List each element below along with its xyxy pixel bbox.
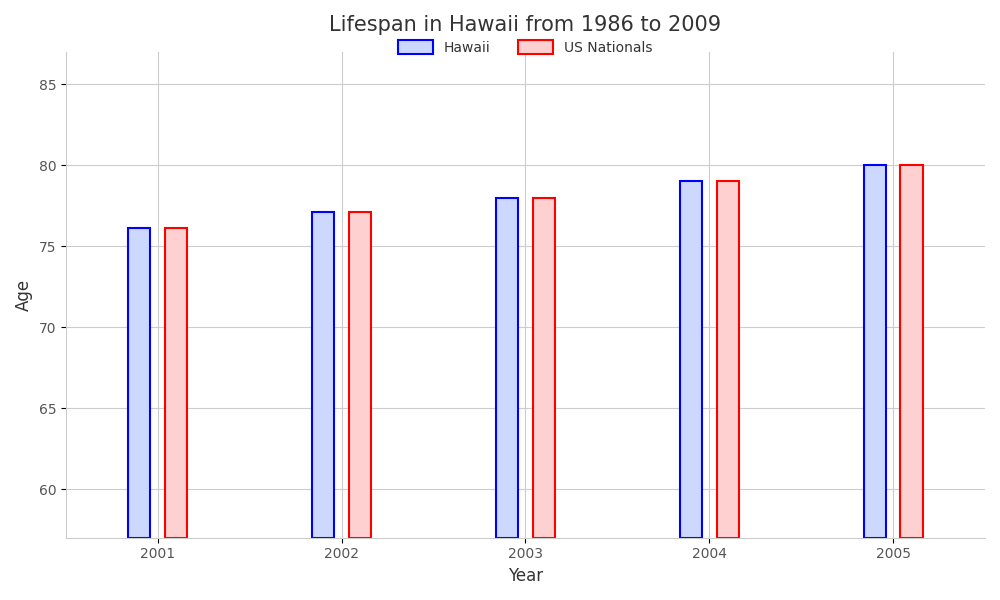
Bar [312,212,334,538]
Bar [680,181,702,538]
Title: Lifespan in Hawaii from 1986 to 2009: Lifespan in Hawaii from 1986 to 2009 [329,15,722,35]
Bar [496,197,518,538]
X-axis label: Year: Year [508,567,543,585]
Bar [349,212,371,538]
Bar [717,181,739,538]
Bar [533,197,555,538]
Bar [165,229,187,538]
Legend: Hawaii, US Nationals: Hawaii, US Nationals [393,34,658,61]
Bar [864,165,886,538]
Bar [900,165,923,538]
Y-axis label: Age: Age [15,279,33,311]
Bar [128,229,150,538]
